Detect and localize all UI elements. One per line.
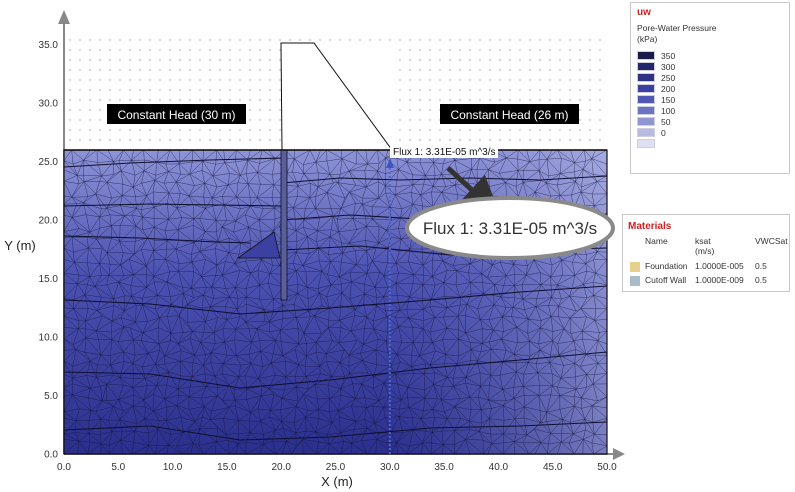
legend-scale-label: 300	[661, 61, 676, 72]
legend-scale-row: 350	[637, 50, 783, 61]
legend-scale-label: 0	[661, 127, 666, 138]
legend-swatch	[637, 128, 655, 137]
legend-swatch	[637, 95, 655, 104]
materials-header-vwcsat: VWCSat	[755, 236, 788, 246]
y-tick-label: 5.0	[44, 391, 58, 402]
x-tick-label: 0.0	[57, 462, 71, 473]
cutoff-wall	[280, 149, 288, 301]
x-tick-label: 5.0	[111, 462, 125, 473]
x-tick-label: 40.0	[489, 462, 509, 473]
material-ksat: 1.0000E-009	[695, 275, 744, 285]
materials-header-ksat: ksat	[695, 236, 711, 246]
legend-scale-row: 100	[637, 105, 783, 116]
legend-subtitle: Pore-Water Pressure	[637, 23, 717, 33]
material-vwcsat: 0.5	[755, 261, 767, 271]
legend-title: uw	[637, 7, 651, 18]
upstream-head-label-box	[107, 104, 246, 124]
materials-header-name: Name	[645, 236, 668, 246]
legend-swatch	[637, 117, 655, 126]
finite-element-mesh	[64, 150, 607, 454]
y-tick-label: 0.0	[44, 450, 58, 461]
x-axis-ticks: 0.0 5.0 10.0 15.0 20.0 25.0 30.0 35.0 40.0 45.0 50…	[57, 462, 617, 473]
flux-small-label-box	[390, 144, 498, 158]
pore-pressure-legend: uw Pore-Water Pressure (kPa) 350 300 250 20…	[630, 2, 790, 174]
seepage-plot: Constant Head (30 m) Constant Head (26 m…	[4, 10, 625, 489]
legend-scale-row: 0	[637, 127, 783, 138]
material-ksat: 1.0000E-005	[695, 261, 744, 271]
legend-scale-row	[637, 138, 783, 149]
material-swatch	[630, 262, 640, 272]
y-axis-title: Y (m)	[4, 238, 36, 253]
y-tick-label: 35.0	[39, 40, 59, 51]
legend-scale-row: 50	[637, 116, 783, 127]
material-name: Cutoff Wall	[645, 275, 687, 285]
legend-scale-label: 200	[661, 83, 676, 94]
legend-swatch	[637, 73, 655, 82]
legend-scale-row: 150	[637, 94, 783, 105]
legend-unit: (kPa)	[637, 34, 658, 44]
dam-body	[280, 42, 393, 151]
y-tick-label: 20.0	[39, 216, 59, 227]
legend-scale: 350 300 250 200 150 100 50 0	[637, 50, 783, 149]
x-tick-label: 15.0	[217, 462, 237, 473]
legend-scale-row: 300	[637, 61, 783, 72]
flux-callout-ellipse	[405, 196, 615, 260]
flux-arrow-icon	[386, 158, 394, 168]
downstream-head-label: Constant Head (26 m)	[450, 108, 568, 122]
y-tick-label: 10.0	[39, 333, 59, 344]
materials-panel: Materials Name ksat (m/s) VWCSat Foundat…	[622, 214, 790, 292]
x-tick-label: 35.0	[434, 462, 454, 473]
x-tick-label: 10.0	[163, 462, 183, 473]
x-tick-label: 20.0	[271, 462, 291, 473]
background-dot-grid	[69, 39, 601, 141]
y-axis-arrow-icon	[58, 10, 70, 24]
y-tick-label: 15.0	[39, 274, 59, 285]
x-axis-arrow-icon	[613, 448, 625, 460]
material-name: Foundation	[645, 261, 688, 271]
material-vwcsat: 0.5	[755, 275, 767, 285]
upstream-toe-wedge	[236, 231, 281, 259]
material-swatch	[630, 276, 640, 286]
x-tick-label: 45.0	[543, 462, 563, 473]
y-tick-label: 25.0	[39, 157, 59, 168]
legend-scale-row: 200	[637, 83, 783, 94]
materials-header-ksat-unit: (m/s)	[695, 246, 715, 256]
legend-scale-row: 250	[637, 72, 783, 83]
x-tick-label: 30.0	[380, 462, 400, 473]
y-tick-label: 30.0	[39, 99, 59, 110]
legend-scale-label: 50	[661, 116, 671, 127]
domain-border	[63, 149, 608, 455]
material-row: Foundation 1.0000E-005 0.5	[623, 260, 789, 274]
downstream-head-label-box	[440, 104, 579, 124]
material-row: Cutoff Wall 1.0000E-009 0.5	[623, 274, 789, 288]
legend-swatch	[637, 139, 655, 148]
x-tick-label: 25.0	[326, 462, 346, 473]
legend-scale-label: 150	[661, 94, 676, 105]
x-tick-label: 50.0	[597, 462, 617, 473]
legend-swatch	[637, 51, 655, 60]
legend-swatch	[637, 62, 655, 71]
legend-scale-label: 250	[661, 72, 676, 83]
flux-small-label: Flux 1: 3.31E-05 m^3/s	[393, 147, 496, 158]
upstream-head-label: Constant Head (30 m)	[117, 108, 235, 122]
legend-swatch	[637, 84, 655, 93]
materials-title: Materials	[628, 221, 672, 232]
y-axis-ticks: 0.0 5.0 10.0 15.0 20.0 25.0 30.0 35.0	[39, 40, 59, 461]
legend-scale-label: 100	[661, 105, 676, 116]
callout-arrow	[446, 166, 501, 217]
legend-scale-label: 350	[661, 50, 676, 61]
x-axis-title: X (m)	[321, 474, 353, 489]
legend-swatch	[637, 106, 655, 115]
flux-callout-label: Flux 1: 3.31E-05 m^3/s	[423, 219, 597, 238]
